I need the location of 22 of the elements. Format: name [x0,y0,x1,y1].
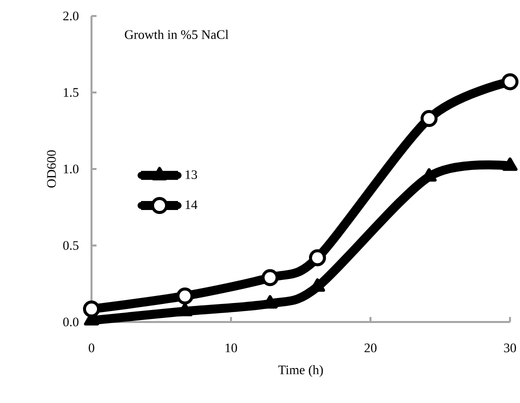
point [502,157,518,171]
point [501,73,518,90]
x-tick-label: 20 [364,344,377,352]
x-axis-title: Time (h) [278,365,323,377]
point [176,287,194,304]
text: Growth in %5 NaCl [124,30,228,40]
x-tick-label: 30 [504,344,516,352]
point [83,300,100,318]
y-axis-title: OD600 [47,150,56,188]
legend-label: 14 [186,200,198,210]
point [420,110,438,127]
x-tick-label: 0 [88,344,94,352]
point [308,249,326,266]
legend-label: 13 [186,170,198,180]
x-tick-label: 10 [226,344,238,352]
y-tick-label: 0.5 [63,241,78,250]
y-tick-label: 0.0 [63,318,78,326]
y-tick-label: 1.5 [64,88,78,97]
y-tick-label: 2.0 [63,12,78,20]
point [177,302,193,316]
point [262,269,279,286]
y-tick-label: 1.0 [64,164,78,174]
